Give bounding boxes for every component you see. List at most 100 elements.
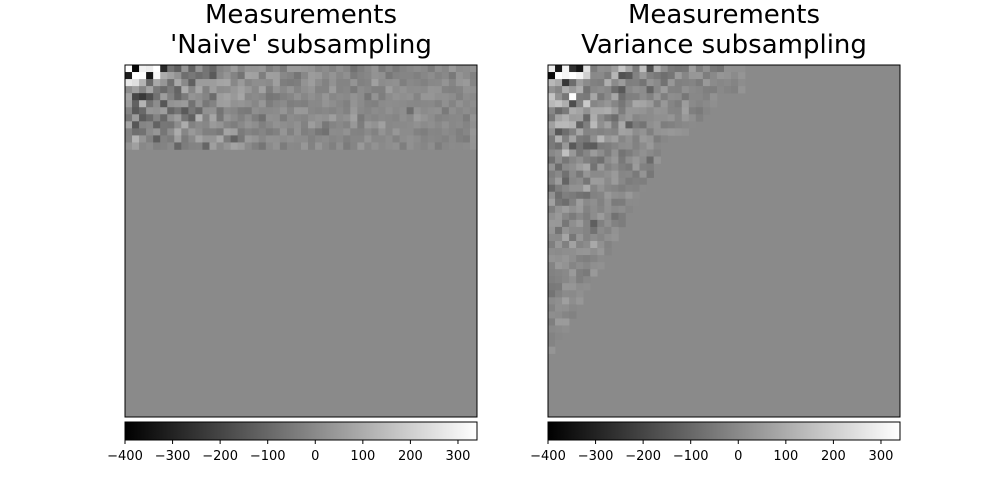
heatmap-cell	[378, 93, 386, 101]
heatmap-cell	[583, 212, 591, 221]
heatmap-cell	[548, 163, 556, 171]
heatmap-cell	[125, 65, 133, 73]
heatmap-cell	[625, 163, 633, 171]
heatmap-cell	[590, 114, 598, 122]
heatmap-cell	[167, 114, 175, 122]
heatmap-cell	[237, 114, 245, 122]
heatmap-cell	[576, 177, 584, 185]
heatmap-cell	[597, 170, 605, 178]
heatmap-cell	[251, 121, 260, 129]
heatmap-cell	[371, 86, 379, 94]
heatmap-cell	[667, 86, 676, 94]
heatmap-cell	[618, 219, 626, 228]
heatmap-0	[124, 64, 478, 418]
heatmap-cell	[555, 262, 563, 270]
heatmap-cell	[167, 135, 175, 143]
heatmap-cell	[576, 142, 584, 150]
heatmap-cell	[308, 107, 316, 115]
colorbar-tick-label: 300	[446, 449, 471, 464]
heatmap-cell	[548, 170, 556, 178]
heatmap-cell	[646, 135, 654, 143]
heatmap-cell	[279, 114, 288, 122]
heatmap-cell	[350, 100, 358, 108]
heatmap-cell	[181, 86, 189, 94]
heatmap-cell	[618, 65, 626, 73]
heatmap-cell	[420, 142, 429, 150]
heatmap-cell	[230, 100, 238, 108]
heatmap-cell	[576, 72, 584, 80]
heatmap-cell	[569, 262, 577, 270]
heatmap-cell	[448, 79, 457, 87]
heatmap-cell	[590, 149, 598, 157]
heatmap-cell	[709, 79, 718, 87]
heatmap-cell	[590, 79, 598, 87]
heatmap-cell	[681, 121, 690, 129]
heatmap-cell	[237, 135, 245, 143]
heatmap-cell	[667, 107, 676, 115]
heatmap-cell	[562, 255, 570, 263]
heatmap-cell	[576, 79, 584, 87]
heatmap-cell	[625, 107, 633, 115]
heatmap-cell	[399, 65, 407, 73]
heatmap-cell	[286, 121, 295, 129]
heatmap-cell	[153, 121, 161, 129]
heatmap-cell	[315, 93, 323, 101]
heatmap-cell	[632, 198, 640, 207]
heatmap-cell	[258, 107, 267, 115]
heatmap-cell	[336, 121, 344, 129]
heatmap-cell	[413, 135, 421, 143]
heatmap-cell	[555, 304, 563, 312]
heatmap-cell	[569, 304, 577, 312]
heatmap-cell	[364, 128, 372, 136]
heatmap-cell	[216, 86, 224, 94]
heatmap-cell	[343, 79, 351, 87]
panel-title-variance: Measurements Variance subsampling	[581, 0, 867, 60]
heatmap-cell	[604, 205, 612, 214]
heatmap-cell	[702, 93, 711, 101]
heatmap-cell	[590, 212, 598, 221]
heatmap-cell	[427, 142, 436, 150]
heatmap-cell	[399, 86, 407, 94]
heatmap-cell	[455, 128, 464, 136]
heatmap-cell	[660, 93, 668, 101]
heatmap-cell	[569, 233, 577, 242]
heatmap-cell	[611, 156, 619, 164]
heatmap-cell	[462, 65, 471, 73]
heatmap-cell	[469, 79, 478, 87]
heatmap-cell	[569, 100, 577, 108]
heatmap-cell	[702, 100, 711, 108]
heatmap-cell	[265, 135, 274, 143]
heatmap-cell	[146, 107, 154, 115]
heatmap-cell	[146, 114, 154, 122]
heatmap-cell	[188, 72, 196, 80]
heatmap-cell	[681, 86, 690, 94]
heatmap-cell	[569, 191, 577, 200]
heatmap-cell	[716, 86, 725, 94]
heatmap-cell	[308, 128, 316, 136]
heatmap-cell	[139, 135, 147, 143]
heatmap-cell	[548, 269, 556, 277]
colorbar-1: −400 −300 −200 −100 0 100 200 300	[530, 421, 901, 464]
heatmap-cell	[562, 325, 570, 333]
heatmap-cell	[223, 100, 231, 108]
heatmap-cell	[153, 135, 161, 143]
heatmap-cell	[195, 86, 203, 94]
heatmap-cell	[590, 163, 598, 171]
heatmap-cell	[583, 184, 591, 193]
heatmap-cell	[223, 93, 231, 101]
heatmap-cell	[343, 121, 351, 129]
heatmap-cell	[420, 79, 429, 87]
heatmap-cell	[237, 79, 245, 87]
heatmap-cell	[455, 135, 464, 143]
heatmap-cell	[244, 135, 253, 143]
heatmap-cell	[731, 79, 739, 87]
heatmap-cell	[181, 121, 189, 129]
heatmap-cell	[448, 121, 457, 129]
heatmap-cell	[364, 135, 372, 143]
heatmap-cell	[301, 100, 309, 108]
heatmap-cell	[562, 156, 570, 164]
heatmap-cell	[576, 93, 584, 101]
heatmap-cell	[251, 135, 260, 143]
heatmap-cell	[583, 276, 591, 284]
heatmap-cell	[301, 135, 309, 143]
